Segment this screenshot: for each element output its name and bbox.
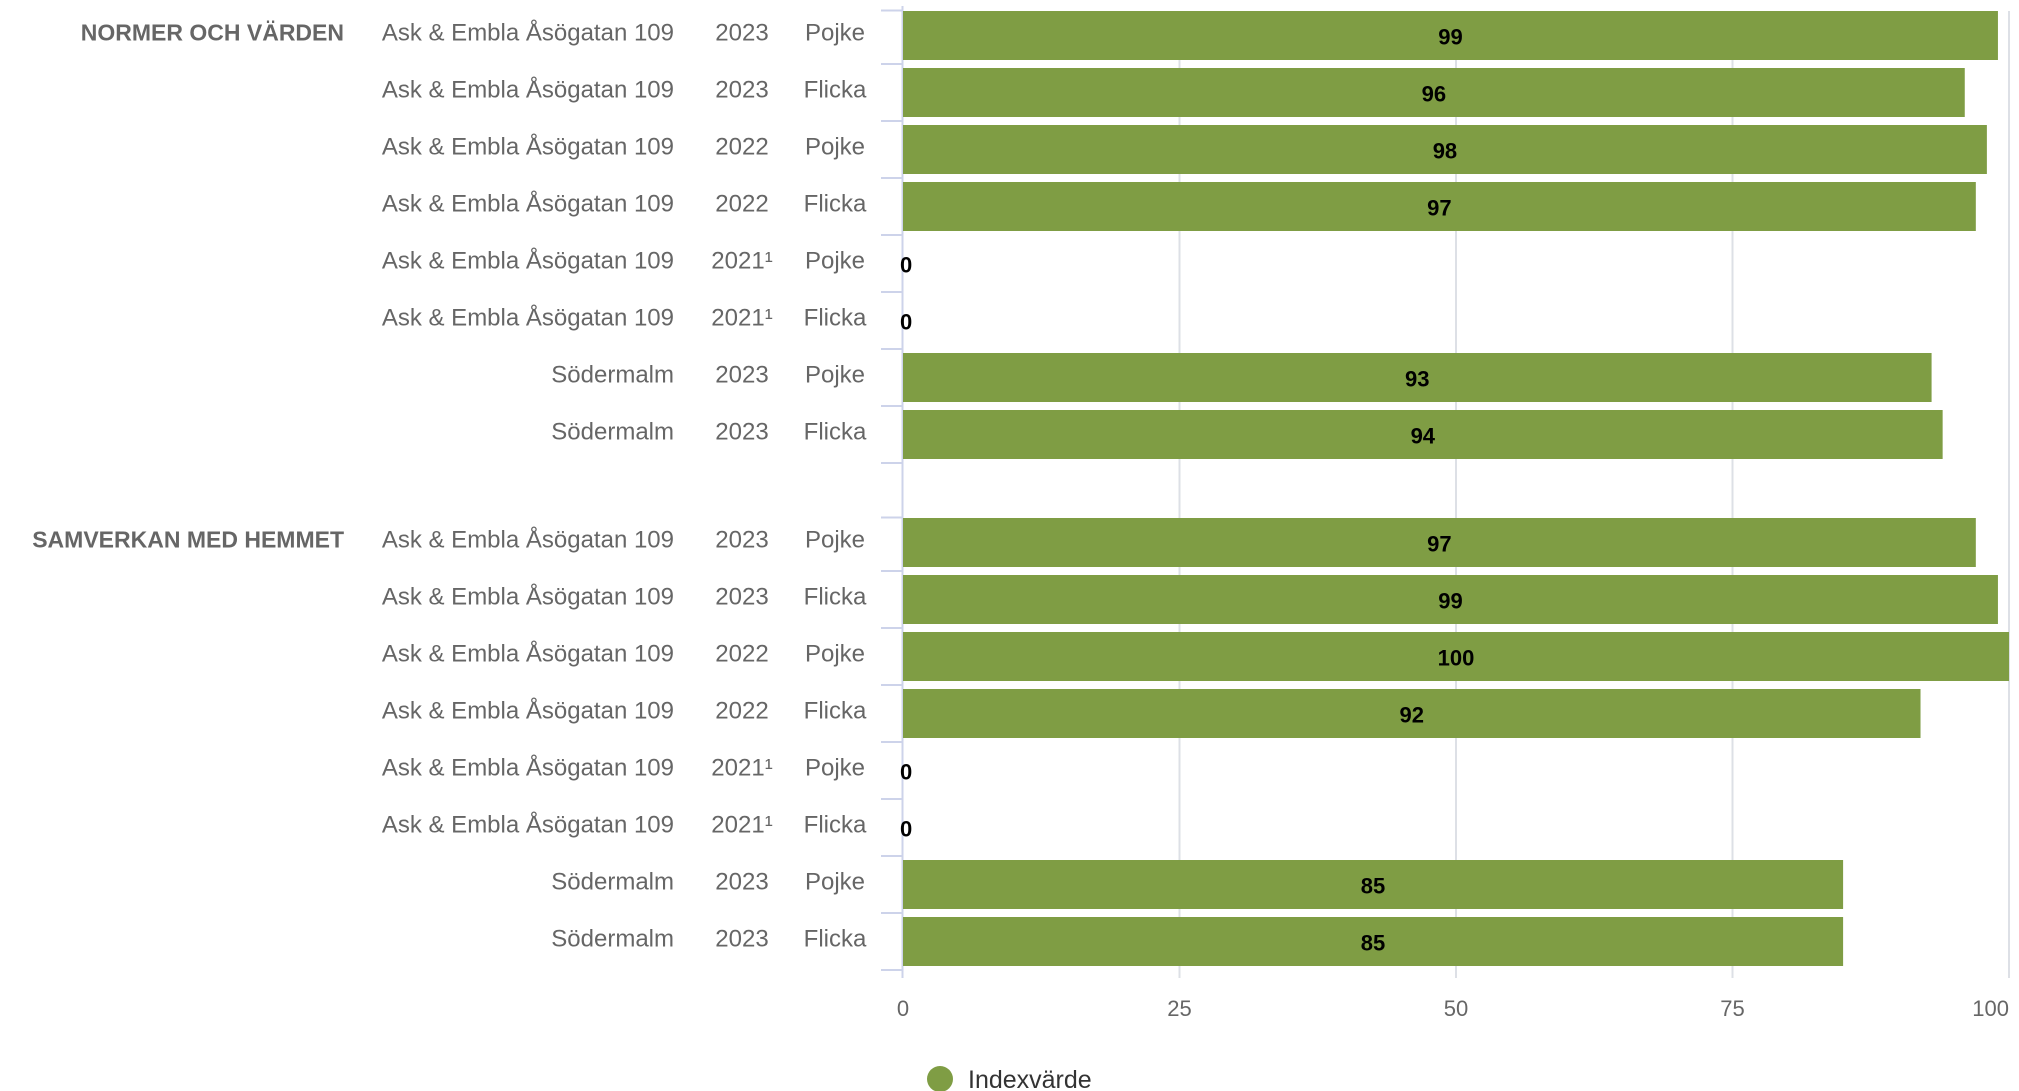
unit-label: Ask & Embla Åsögatan 109 <box>382 133 674 161</box>
data-label: 99 <box>1438 25 1462 50</box>
bar[interactable] <box>903 689 1921 738</box>
year-label: 2023 <box>715 869 768 896</box>
x-tick-label: 25 <box>1167 996 1191 1021</box>
value-axis: 0 25 50 75 100 <box>897 996 2009 1021</box>
x-tick-label: 100 <box>1972 996 2009 1021</box>
data-label: 0 <box>900 817 912 842</box>
group-label: SAMVERKAN MED HEMMET <box>32 527 344 553</box>
bar[interactable] <box>903 182 1976 231</box>
gender-label: Flicka <box>804 191 867 218</box>
gender-label: Flicka <box>804 419 867 446</box>
data-label: 99 <box>1438 589 1462 614</box>
data-label: 0 <box>900 253 912 278</box>
data-label: 97 <box>1427 532 1451 557</box>
gender-label: Pojke <box>805 248 865 275</box>
year-label: 2022 <box>715 698 768 725</box>
legend-swatch[interactable] <box>927 1066 953 1091</box>
bar[interactable] <box>903 860 1844 909</box>
category-axis <box>881 6 904 978</box>
gender-label: Pojke <box>805 755 865 782</box>
bar[interactable] <box>903 917 1844 966</box>
year-label: 2021¹ <box>711 248 772 275</box>
bar[interactable] <box>903 632 2009 681</box>
data-label: 0 <box>900 310 912 335</box>
data-label: 0 <box>900 760 912 785</box>
unit-label: Ask & Embla Åsögatan 109 <box>382 640 674 668</box>
data-label: 96 <box>1422 82 1446 107</box>
gender-label: Flicka <box>804 926 867 953</box>
year-label: 2023 <box>715 419 768 446</box>
x-tick-label: 75 <box>1720 996 1744 1021</box>
bar[interactable] <box>903 575 1998 624</box>
gender-label: Pojke <box>805 362 865 389</box>
data-label: 85 <box>1361 874 1385 899</box>
x-tick-label: 50 <box>1444 996 1468 1021</box>
unit-label: Ask & Embla Åsögatan 109 <box>382 754 674 782</box>
year-label: 2023 <box>715 926 768 953</box>
gender-label: Flicka <box>804 812 867 839</box>
unit-label: Södermalm <box>551 869 674 896</box>
bars: 99 96 98 97 0 0 93 94 97 99 100 92 0 0 85 85 <box>900 11 2009 966</box>
gender-label: Flicka <box>804 77 867 104</box>
gender-label: Pojke <box>805 869 865 896</box>
bar[interactable] <box>903 11 1998 60</box>
category-labels: Ask & Embla Åsögatan 109 2023 Pojke Ask & E… <box>32 19 867 953</box>
unit-label: Ask & Embla Åsögatan 109 <box>382 19 674 47</box>
year-label: 2022 <box>715 641 768 668</box>
data-label: 93 <box>1405 367 1429 392</box>
year-label: 2021¹ <box>711 812 772 839</box>
bar[interactable] <box>903 353 1932 402</box>
unit-label: Ask & Embla Åsögatan 109 <box>382 697 674 725</box>
data-label: 97 <box>1427 196 1451 221</box>
gender-label: Pojke <box>805 134 865 161</box>
unit-label: Ask & Embla Åsögatan 109 <box>382 76 674 104</box>
gender-label: Flicka <box>804 305 867 332</box>
unit-label: Ask & Embla Åsögatan 109 <box>382 583 674 611</box>
year-label: 2022 <box>715 191 768 218</box>
gender-label: Flicka <box>804 584 867 611</box>
year-label: 2023 <box>715 584 768 611</box>
gender-label: Pojke <box>805 641 865 668</box>
data-label: 98 <box>1433 139 1457 164</box>
year-label: 2021¹ <box>711 755 772 782</box>
unit-label: Ask & Embla Åsögatan 109 <box>382 190 674 218</box>
data-label: 100 <box>1438 646 1475 671</box>
year-label: 2023 <box>715 527 768 554</box>
legend[interactable]: Indexvärde <box>927 1066 1092 1091</box>
unit-label: Ask & Embla Åsögatan 109 <box>382 526 674 554</box>
data-label: 92 <box>1400 703 1424 728</box>
gender-label: Flicka <box>804 698 867 725</box>
unit-label: Ask & Embla Åsögatan 109 <box>382 304 674 332</box>
bar[interactable] <box>903 68 1965 117</box>
unit-label: Ask & Embla Åsögatan 109 <box>382 811 674 839</box>
unit-label: Södermalm <box>551 926 674 953</box>
year-label: 2023 <box>715 362 768 389</box>
bar[interactable] <box>903 518 1976 567</box>
year-label: 2021¹ <box>711 305 772 332</box>
unit-label: Södermalm <box>551 362 674 389</box>
year-label: 2023 <box>715 77 768 104</box>
year-label: 2023 <box>715 20 768 47</box>
unit-label: Södermalm <box>551 419 674 446</box>
data-label: 85 <box>1361 931 1385 956</box>
unit-label: Ask & Embla Åsögatan 109 <box>382 247 674 275</box>
x-tick-label: 0 <box>897 996 909 1021</box>
bar[interactable] <box>903 125 1987 174</box>
data-label: 94 <box>1411 424 1436 449</box>
bar[interactable] <box>903 410 1943 459</box>
year-label: 2022 <box>715 134 768 161</box>
gender-label: Pojke <box>805 20 865 47</box>
gender-label: Pojke <box>805 527 865 554</box>
group-label: NORMER OCH VÄRDEN <box>81 20 344 46</box>
legend-label[interactable]: Indexvärde <box>968 1066 1092 1091</box>
